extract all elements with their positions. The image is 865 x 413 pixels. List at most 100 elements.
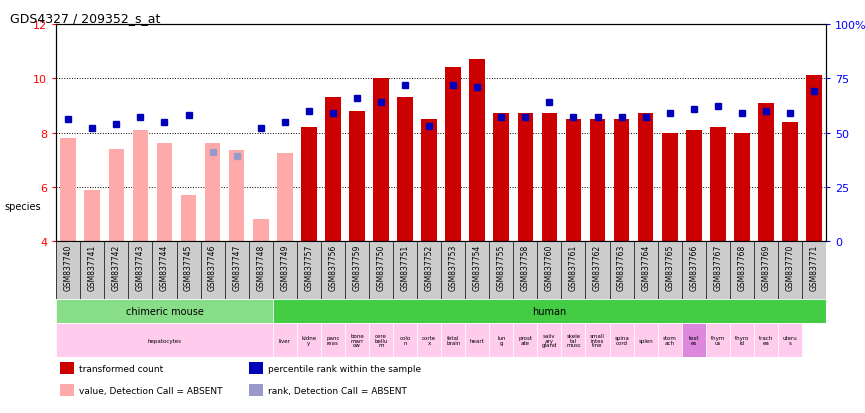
Text: GSM837747: GSM837747 [232, 244, 241, 291]
Text: small
intes
tine: small intes tine [590, 333, 605, 347]
Bar [297, 323, 321, 357]
Bar [132, 131, 148, 242]
Text: uteru
s: uteru s [783, 336, 798, 345]
Bar [541, 114, 557, 242]
Text: hepatocytes: hepatocytes [148, 338, 182, 343]
Text: fetal
brain: fetal brain [446, 336, 460, 345]
Bar [272, 299, 826, 323]
Text: chimeric mouse: chimeric mouse [125, 306, 203, 316]
Text: GSM837769: GSM837769 [761, 244, 771, 291]
Text: GSM837745: GSM837745 [184, 244, 193, 291]
Bar [493, 114, 509, 242]
Bar [782, 122, 798, 242]
Bar [537, 323, 561, 357]
Text: GSM837755: GSM837755 [497, 244, 506, 291]
Bar [730, 323, 754, 357]
Bar [610, 323, 633, 357]
Text: GSM837754: GSM837754 [473, 244, 482, 291]
Text: species: species [4, 202, 41, 211]
Bar [85, 190, 100, 242]
Bar [56, 299, 272, 323]
Text: test
es: test es [689, 336, 699, 345]
Text: GSM837762: GSM837762 [593, 244, 602, 291]
Bar [614, 120, 630, 242]
Bar [277, 154, 292, 242]
Text: GSM837741: GSM837741 [88, 244, 97, 291]
Bar [56, 323, 272, 357]
Bar [778, 323, 802, 357]
Text: GDS4327 / 209352_s_at: GDS4327 / 209352_s_at [10, 12, 160, 25]
Bar [465, 323, 490, 357]
Text: saliv
ary
gland: saliv ary gland [541, 333, 557, 347]
Text: GSM837751: GSM837751 [400, 244, 409, 291]
Bar [61, 139, 76, 242]
Bar [686, 131, 702, 242]
Text: percentile rank within the sample: percentile rank within the sample [268, 364, 421, 373]
Text: colo
n: colo n [400, 336, 411, 345]
Text: GSM837740: GSM837740 [64, 244, 73, 291]
Text: value, Detection Call = ABSENT: value, Detection Call = ABSENT [80, 386, 223, 395]
Text: GSM837766: GSM837766 [689, 244, 698, 291]
Text: panc
reas: panc reas [326, 336, 340, 345]
Bar [157, 144, 172, 242]
Text: prost
ate: prost ate [518, 336, 532, 345]
Text: GSM837756: GSM837756 [329, 244, 337, 291]
Text: GSM837764: GSM837764 [641, 244, 650, 291]
Bar [445, 68, 461, 242]
Bar [249, 384, 263, 396]
Bar [710, 128, 726, 242]
Bar [490, 323, 513, 357]
Bar [758, 103, 774, 242]
Text: lun
g: lun g [497, 336, 505, 345]
Bar [470, 60, 485, 242]
Bar [325, 98, 341, 242]
Text: kidne
y: kidne y [301, 336, 317, 345]
Text: GSM837752: GSM837752 [425, 244, 433, 291]
Text: splen: splen [638, 338, 653, 343]
Text: GSM837758: GSM837758 [521, 244, 530, 291]
Text: GSM837744: GSM837744 [160, 244, 169, 291]
Bar [373, 79, 389, 242]
Bar [657, 323, 682, 357]
Bar [108, 150, 125, 242]
Text: GSM837763: GSM837763 [617, 244, 626, 291]
Bar [301, 128, 317, 242]
Bar [754, 323, 778, 357]
Text: rank, Detection Call = ABSENT: rank, Detection Call = ABSENT [268, 386, 407, 395]
Bar [662, 133, 677, 242]
Bar [393, 323, 417, 357]
Text: liver: liver [279, 338, 291, 343]
Bar [249, 363, 263, 375]
Bar [590, 120, 606, 242]
Text: GSM837765: GSM837765 [665, 244, 674, 291]
Bar [441, 323, 465, 357]
Text: GSM837771: GSM837771 [810, 244, 818, 291]
Text: GSM837761: GSM837761 [569, 244, 578, 291]
Bar [421, 120, 437, 242]
Text: GSM837768: GSM837768 [737, 244, 746, 291]
Text: GSM837770: GSM837770 [785, 244, 794, 291]
Bar [60, 363, 74, 375]
Text: GSM837748: GSM837748 [256, 244, 266, 291]
Text: GSM837742: GSM837742 [112, 244, 121, 291]
Bar [706, 323, 730, 357]
Text: GSM837750: GSM837750 [376, 244, 386, 291]
Bar [633, 323, 657, 357]
Bar [513, 323, 537, 357]
Text: GSM837749: GSM837749 [280, 244, 289, 291]
Bar [806, 76, 822, 242]
Text: GSM837767: GSM837767 [714, 244, 722, 291]
Bar [734, 133, 750, 242]
Bar [60, 384, 74, 396]
Bar [181, 195, 196, 242]
Text: transformed count: transformed count [80, 364, 163, 373]
Bar [229, 151, 245, 242]
Bar [561, 323, 586, 357]
Bar [397, 98, 413, 242]
Text: cere
bellu
m: cere bellu m [375, 333, 388, 347]
Bar [682, 323, 706, 357]
Text: GSM837753: GSM837753 [449, 244, 458, 291]
Bar [205, 144, 221, 242]
Text: thym
us: thym us [711, 336, 725, 345]
Bar [566, 120, 581, 242]
